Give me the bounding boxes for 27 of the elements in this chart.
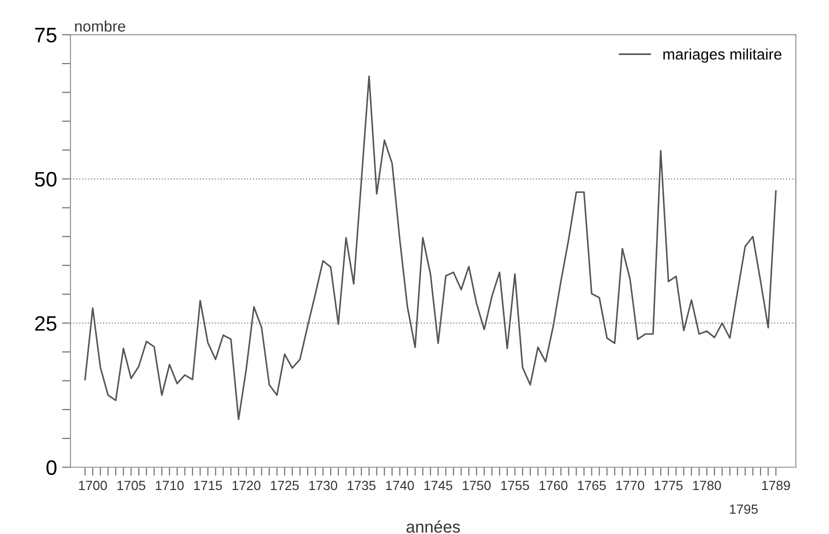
x-tick-label: 1760 xyxy=(540,480,568,490)
x-tick-label: 1720 xyxy=(232,480,260,490)
x-tick-label: 1745 xyxy=(424,480,452,490)
x-tick-label: 1775 xyxy=(654,480,683,490)
x-tick-label: 1735 xyxy=(348,480,376,490)
x-tick-label: 1755 xyxy=(501,480,530,490)
x-tick-label: 1740 xyxy=(386,480,414,490)
x-tick-label: 1789 xyxy=(762,480,790,490)
y-tick-label: 75 xyxy=(35,28,56,42)
x-tick-label: 1750 xyxy=(462,480,491,490)
x-tick-label: 1725 xyxy=(270,480,299,490)
y-tick-label: 0 xyxy=(46,460,56,476)
x-tick-label: 1765 xyxy=(578,480,606,490)
text: 1795 xyxy=(730,504,758,514)
x-tick-label: 1705 xyxy=(117,480,146,490)
x-tick-label: 1770 xyxy=(616,480,644,490)
line-series xyxy=(84,75,777,420)
y-tick-label: 25 xyxy=(35,316,56,331)
x-tick-label: 1730 xyxy=(309,480,338,490)
x-tick-label: 1780 xyxy=(693,480,721,490)
x-axis-title: années xyxy=(406,520,460,533)
legend-label: mariages militaire xyxy=(663,48,782,63)
x-tick-label: 1715 xyxy=(194,480,222,490)
x-tick-label: 1710 xyxy=(156,480,184,490)
x-tick-label: 1700 xyxy=(79,480,107,490)
y-tick-label: 50 xyxy=(34,172,56,187)
y-axis-title: nombre xyxy=(75,20,126,32)
